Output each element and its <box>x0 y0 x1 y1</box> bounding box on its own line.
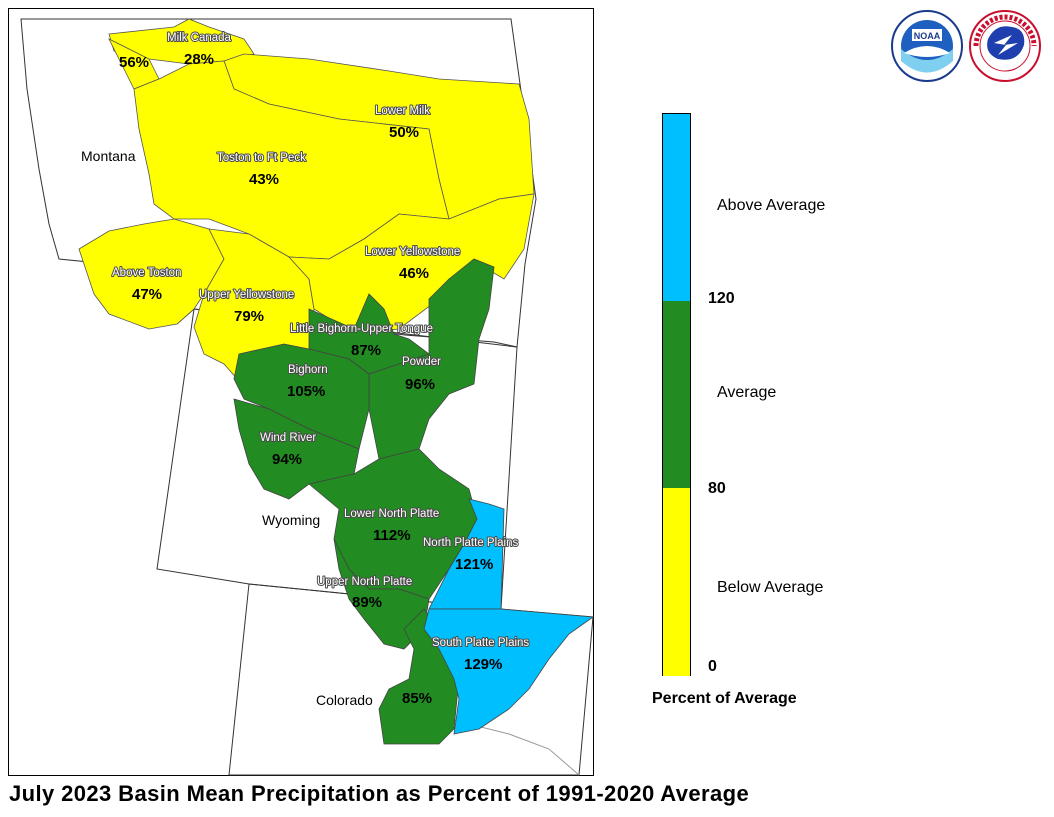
basin-label-powder: Powder <box>402 356 441 368</box>
basin-pct-north-platte-plains: 121% <box>455 556 493 573</box>
basin-label-toston-ft-peck: Toston to Ft Peck <box>217 152 306 164</box>
basin-label-south-platte-plains: South Platte Plains <box>432 637 529 649</box>
basin-south-platte-plains <box>423 608 595 735</box>
basin-pct-56: 56% <box>119 54 149 71</box>
basin-label-upper-yellowstone: Upper Yellowstone <box>199 289 294 301</box>
basin-label-above-toston: Above Toston <box>112 267 181 279</box>
legend-color-bar <box>662 113 691 676</box>
basin-label-milk-canada: Milk Canada <box>167 32 232 44</box>
page-title: July 2023 Basin Mean Precipitation as Pe… <box>9 781 750 806</box>
legend-tick-0: 0 <box>708 658 717 675</box>
basin-label-lower-milk: Lower Milk <box>375 105 430 117</box>
basin-pct-85: 85% <box>402 690 432 707</box>
state-label-wyoming: Wyoming <box>262 512 320 528</box>
legend-swatch-average <box>663 301 690 488</box>
basin-label-little-bighorn-upper-tongue: Little Bighorn-Upper Tongue <box>290 323 433 335</box>
legend-tick-80: 80 <box>708 480 726 497</box>
basin-pct-lower-yellowstone: 46% <box>399 265 429 282</box>
map-frame: Montana Wyoming Colorado Milk Canada 28%… <box>8 8 595 776</box>
legend-swatch-above-average <box>663 114 690 301</box>
basin-pct-upper-yellowstone: 79% <box>234 308 264 325</box>
legend-swatch-below-average <box>663 488 690 676</box>
basin-label-bighorn: Bighorn <box>288 364 328 376</box>
basin-pct-toston-ft-peck: 43% <box>249 171 279 188</box>
basin-pct-wind-river: 94% <box>272 451 302 468</box>
basin-pct-lower-milk: 50% <box>389 124 419 141</box>
basin-pct-bighorn: 105% <box>287 383 325 400</box>
basin-label-wind-river: Wind River <box>260 432 316 444</box>
basin-pct-lower-north-platte: 112% <box>373 527 411 544</box>
basin-label-lower-north-platte: Lower North Platte <box>344 508 439 520</box>
state-label-montana: Montana <box>81 148 136 164</box>
basin-pct-upper-north-platte: 89% <box>352 594 382 611</box>
basin-map: Montana Wyoming Colorado Milk Canada 28%… <box>20 18 595 776</box>
basin-pct-powder: 96% <box>405 376 435 393</box>
svg-text:NOAA: NOAA <box>914 31 941 41</box>
basin-pct-south-platte-plains: 129% <box>464 656 502 673</box>
basin-pct-little-bighorn-upper-tongue: 87% <box>351 342 381 359</box>
legend-label-average: Average <box>717 384 777 401</box>
legend-tick-120: 120 <box>708 290 735 307</box>
legend-label-above-average: Above Average <box>717 197 826 214</box>
legend-label-below-average: Below Average <box>717 579 824 596</box>
basin-pct-milk-canada: 28% <box>184 51 214 68</box>
basin-pct-above-toston: 47% <box>132 286 162 303</box>
basin-bighorn <box>233 343 370 450</box>
national-weather-service-logo <box>969 10 1041 82</box>
basin-label-upper-north-platte: Upper North Platte <box>317 576 412 588</box>
noaa-logo: NOAA <box>891 10 963 82</box>
basin-label-north-platte-plains: North Platte Plains <box>423 537 518 549</box>
basin-powder <box>368 258 495 460</box>
legend-title: Percent of Average <box>652 690 797 707</box>
state-label-colorado: Colorado <box>316 692 373 708</box>
basin-label-lower-yellowstone: Lower Yellowstone <box>365 246 460 258</box>
